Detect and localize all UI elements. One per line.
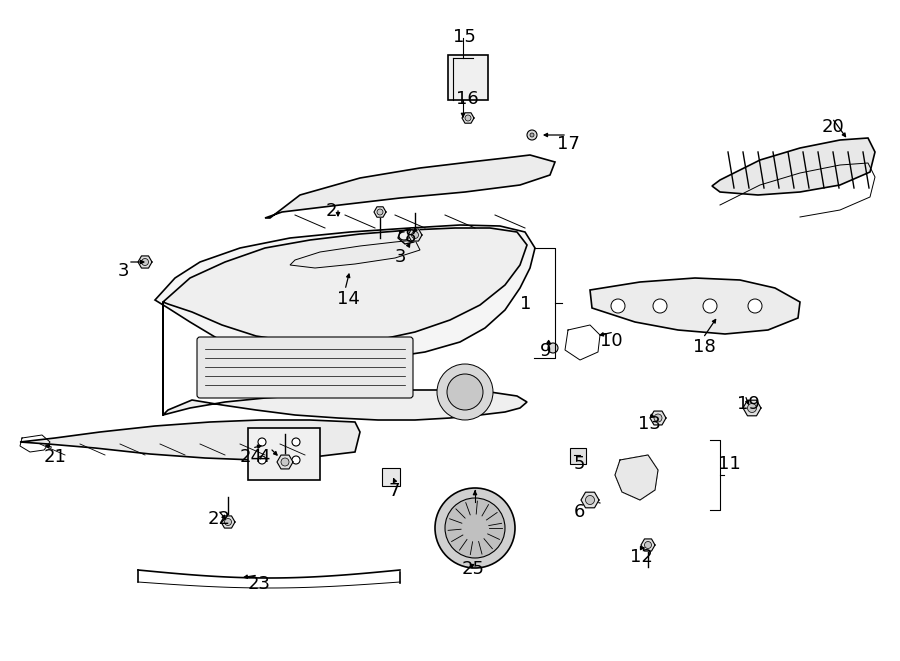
FancyBboxPatch shape (197, 337, 413, 398)
Circle shape (258, 438, 266, 446)
Circle shape (447, 374, 483, 410)
Circle shape (548, 343, 558, 353)
Circle shape (611, 299, 625, 313)
Text: 6: 6 (574, 503, 585, 521)
Circle shape (644, 541, 652, 549)
Circle shape (445, 498, 505, 558)
Polygon shape (277, 455, 293, 469)
Circle shape (654, 414, 662, 422)
Circle shape (411, 231, 418, 239)
FancyBboxPatch shape (448, 55, 488, 100)
Circle shape (703, 299, 717, 313)
Text: 3: 3 (395, 248, 407, 266)
Circle shape (292, 456, 300, 464)
Polygon shape (290, 240, 420, 268)
FancyBboxPatch shape (382, 468, 400, 486)
Text: 23: 23 (248, 575, 271, 593)
Text: 2: 2 (326, 202, 338, 220)
Polygon shape (221, 516, 235, 528)
Text: 1: 1 (520, 295, 531, 313)
Text: 15: 15 (453, 28, 476, 46)
Polygon shape (462, 113, 474, 123)
Text: 20: 20 (822, 118, 845, 136)
Text: 8: 8 (405, 228, 417, 246)
Circle shape (292, 438, 300, 446)
Circle shape (653, 299, 667, 313)
Circle shape (224, 518, 231, 525)
Text: 7: 7 (388, 482, 400, 500)
Polygon shape (590, 278, 800, 334)
Polygon shape (650, 411, 666, 425)
Text: 16: 16 (456, 90, 479, 108)
FancyBboxPatch shape (248, 428, 320, 480)
Polygon shape (581, 492, 599, 508)
Text: 13: 13 (638, 415, 661, 433)
Polygon shape (20, 420, 360, 460)
Polygon shape (163, 228, 527, 420)
Text: 14: 14 (337, 290, 360, 308)
Text: 12: 12 (630, 548, 652, 566)
Circle shape (281, 458, 289, 466)
Text: 17: 17 (557, 135, 580, 153)
Polygon shape (138, 256, 152, 268)
Text: 11: 11 (718, 455, 741, 473)
Circle shape (141, 258, 149, 266)
Text: 5: 5 (574, 455, 586, 473)
Polygon shape (641, 539, 655, 551)
Circle shape (586, 496, 595, 504)
Text: 25: 25 (462, 560, 485, 578)
Circle shape (527, 130, 537, 140)
Polygon shape (408, 229, 422, 241)
Circle shape (435, 488, 515, 568)
Circle shape (748, 299, 762, 313)
Circle shape (530, 133, 534, 137)
FancyBboxPatch shape (570, 448, 586, 464)
Polygon shape (615, 455, 658, 500)
Text: 10: 10 (600, 332, 623, 350)
Text: 21: 21 (44, 448, 67, 466)
Text: 3: 3 (118, 262, 130, 280)
Circle shape (437, 364, 493, 420)
Text: 9: 9 (540, 342, 552, 360)
Circle shape (258, 456, 266, 464)
Polygon shape (374, 207, 386, 217)
Polygon shape (155, 225, 535, 360)
Polygon shape (265, 155, 555, 218)
Circle shape (748, 403, 757, 412)
Polygon shape (743, 400, 761, 416)
Text: 18: 18 (693, 338, 716, 356)
Polygon shape (712, 138, 875, 195)
Circle shape (377, 209, 383, 215)
Text: 22: 22 (208, 510, 231, 528)
Text: 24: 24 (240, 448, 263, 466)
Text: 19: 19 (737, 395, 760, 413)
Circle shape (465, 115, 471, 121)
Text: 4: 4 (258, 448, 269, 466)
